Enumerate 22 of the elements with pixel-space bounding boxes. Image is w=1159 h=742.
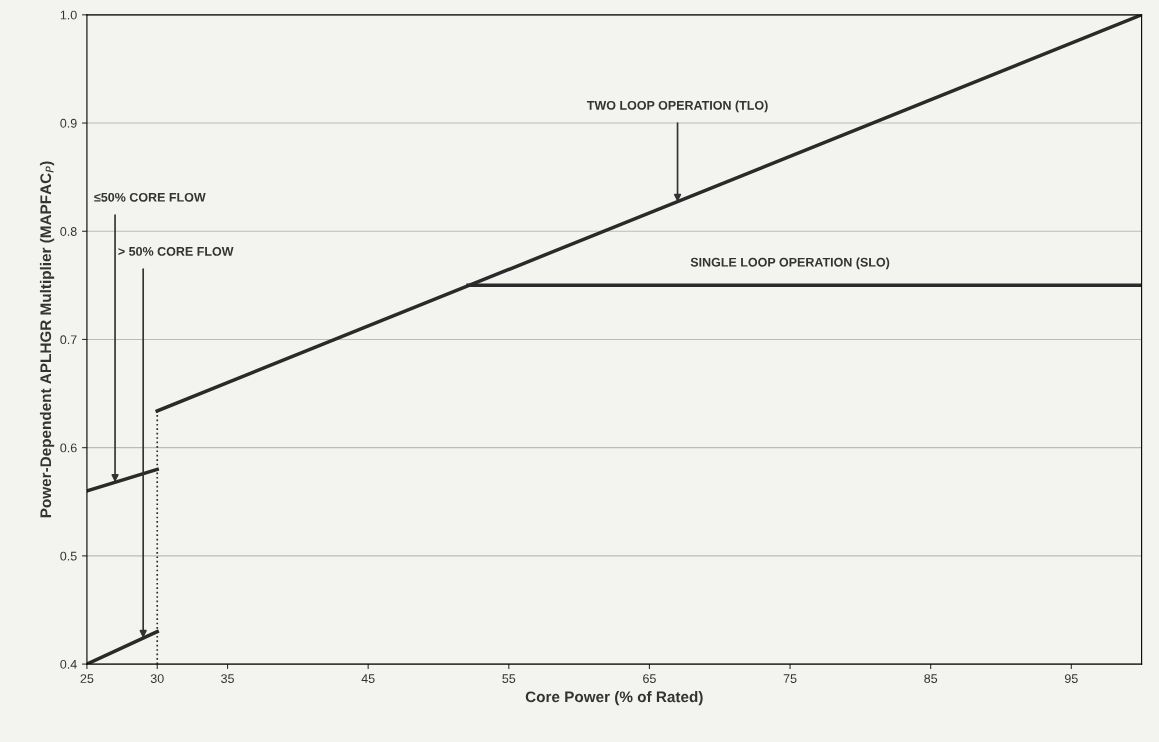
annotation: SINGLE LOOP OPERATION (SLO)	[690, 257, 890, 270]
x-tick-label: 75	[783, 674, 797, 683]
x-tick-label: 95	[1064, 674, 1078, 683]
y-tick-label: 1.0	[60, 10, 77, 20]
x-tick-label: 35	[221, 674, 234, 683]
y-tick-label: 0.6	[60, 443, 77, 453]
x-tick-label: 55	[502, 674, 516, 683]
y-tick-label: 0.8	[60, 227, 77, 236]
y-tick-label: 0.9	[60, 118, 77, 128]
annotation: TWO LOOP OPERATION (TLO)	[586, 100, 768, 113]
x-axis-title: Core Power (% of Rated)	[525, 691, 703, 706]
x-tick-label: 25	[80, 674, 94, 683]
annotation: > 50% CORE FLOW	[118, 246, 234, 256]
y-tick-label: 0.5	[60, 551, 77, 561]
y-tick-label: 0.4	[60, 659, 77, 669]
y-tick-label: 0.7	[60, 335, 77, 345]
x-tick-label: 30	[150, 674, 164, 683]
x-tick-label: 45	[361, 674, 375, 683]
x-tick-label: 65	[643, 674, 656, 683]
annotation: ≤50% CORE FLOW	[94, 192, 206, 202]
y-axis-title: Power-Dependent APLHGR Multiplier (MAPFAC$_{P}$)	[39, 161, 55, 518]
x-tick-label: 85	[924, 674, 938, 683]
